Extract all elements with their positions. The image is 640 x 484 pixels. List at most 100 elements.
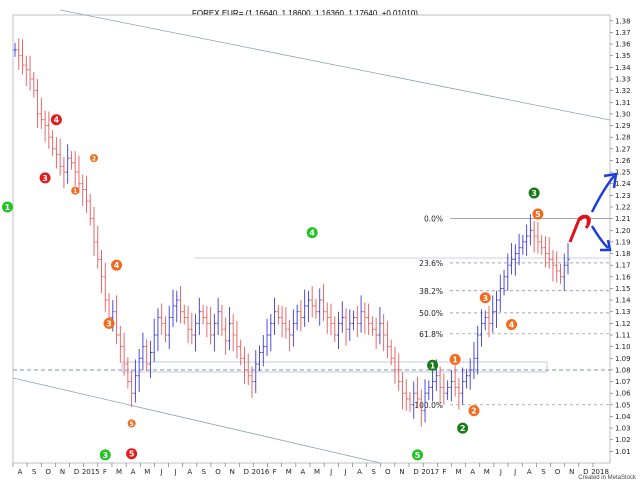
- ohlc-bar: [314, 298, 318, 319]
- forecast-red-arrowhead: [578, 214, 591, 229]
- fib-label-2: 38.2%: [419, 287, 443, 296]
- ohlc-bar: [400, 372, 405, 410]
- y-tick-label: 1.34: [615, 64, 631, 72]
- ohlc-bar: [363, 302, 367, 334]
- ohlc-bar: [430, 369, 435, 402]
- wave-label-2: 2: [90, 154, 98, 163]
- ohlc-bar: [133, 359, 137, 403]
- ohlc-bar: [344, 308, 348, 346]
- x-tick-label: O: [215, 468, 221, 476]
- ohlc-bar: [483, 310, 487, 331]
- x-tick-label: O: [555, 468, 561, 476]
- ohlc-bar: [397, 353, 401, 391]
- ohlc-bar: [137, 348, 141, 393]
- ohlc-bar: [506, 253, 510, 291]
- forecast-blue-down-arrow: [590, 225, 609, 249]
- x-tick-label: N: [230, 468, 235, 476]
- wave-label-2: 2: [468, 405, 480, 417]
- ohlc-bar: [423, 379, 427, 423]
- wave-label-3: 3: [39, 172, 51, 184]
- svg-text:1: 1: [73, 188, 77, 195]
- y-tick-label: 1.22: [615, 204, 631, 212]
- ohlc-bar: [382, 314, 386, 352]
- ohlc-bar: [231, 314, 235, 352]
- ohlc-bar: [355, 305, 359, 338]
- ohlc-bar: [502, 269, 506, 296]
- ohlc-bar: [280, 305, 284, 338]
- wave-label-3: 3: [99, 449, 111, 461]
- ohlc-bar: [81, 174, 85, 206]
- x-tick-label: A: [470, 468, 475, 476]
- svg-text:4: 4: [509, 321, 515, 330]
- y-tick-label: 1.28: [615, 134, 631, 142]
- ohlc-bar: [476, 325, 480, 375]
- y-tick-label: 1.20: [615, 227, 631, 235]
- ohlc-bar: [35, 79, 40, 128]
- ohlc-bar: [562, 253, 566, 291]
- wave-label-1: 1: [449, 353, 461, 365]
- svg-text:2: 2: [92, 156, 96, 163]
- fib-label-5: 100.0%: [414, 401, 443, 410]
- y-tick-label: 1.16: [615, 273, 631, 281]
- ohlc-bar: [96, 225, 100, 269]
- wave-label-5: 5: [412, 449, 424, 461]
- ohlc-bar: [306, 290, 311, 323]
- svg-text:3: 3: [106, 319, 112, 328]
- x-tick-label: D: [413, 468, 418, 476]
- ohlc-bar: [412, 381, 416, 419]
- ohlc-bar: [547, 237, 551, 269]
- ohlc-bar: [160, 303, 164, 335]
- y-tick-label: 1.37: [615, 29, 631, 37]
- ohlc-bar: [20, 39, 25, 75]
- ohlc-bar: [393, 346, 397, 384]
- x-tick-label: A: [527, 468, 532, 476]
- y-tick-label: 1.25: [615, 169, 631, 177]
- ohlc-bar: [58, 138, 62, 176]
- svg-text:4: 4: [54, 116, 60, 125]
- ohlc-bar: [555, 251, 559, 283]
- fib-label-4: 61.8%: [419, 330, 443, 339]
- ohlc-bar: [359, 295, 363, 333]
- y-tick-label: 1.18: [615, 250, 631, 258]
- ohlc-bar: [517, 233, 521, 266]
- ohlc-bar: [239, 339, 243, 366]
- ohlc-bar: [288, 319, 292, 352]
- ohlc-bar: [442, 373, 446, 405]
- svg-text:5: 5: [130, 421, 134, 428]
- ohlc-bar: [284, 307, 288, 339]
- ohlc-bar: [242, 346, 247, 384]
- ohlc-bar: [276, 304, 280, 325]
- x-tick-label: J: [513, 468, 516, 476]
- ohlc-bar: [235, 321, 239, 359]
- wave-label-4: 4: [111, 259, 123, 271]
- y-tick-label: 1.35: [615, 52, 631, 60]
- ohlc-bar: [325, 302, 329, 334]
- x-tick-label: F: [103, 468, 107, 476]
- x-tick-label: M: [286, 468, 292, 476]
- ohlc-bar: [51, 130, 55, 156]
- x-tick-label: J: [174, 468, 177, 476]
- ohlc-bar: [272, 297, 277, 335]
- x-tick-label: S: [202, 468, 207, 476]
- x-tick-label: D: [244, 468, 249, 476]
- y-tick-label: 1.17: [615, 262, 631, 270]
- ohlc-bar: [212, 314, 216, 352]
- ohlc-bar: [17, 38, 21, 70]
- y-tick-label: 1.32: [615, 87, 631, 95]
- y-tick-label: 1.26: [615, 157, 631, 165]
- ohlc-bar: [333, 316, 337, 342]
- ohlc-bar: [92, 207, 96, 256]
- x-tick-label: J: [159, 468, 162, 476]
- ohlc-bar: [209, 307, 213, 345]
- ohlc-bar: [220, 304, 224, 337]
- x-tick-label: D: [74, 468, 79, 476]
- ohlc-bar: [254, 350, 258, 394]
- ohlc-bar: [171, 289, 175, 327]
- ohlc-bar: [156, 308, 160, 352]
- ohlc-bar: [551, 250, 555, 282]
- y-tick-label: 1.30: [615, 110, 631, 118]
- x-tick-label: D: [583, 468, 588, 476]
- x-tick-label: M: [456, 468, 462, 476]
- y-tick-label: 1.36: [615, 41, 631, 49]
- ohlc-bar: [464, 368, 469, 389]
